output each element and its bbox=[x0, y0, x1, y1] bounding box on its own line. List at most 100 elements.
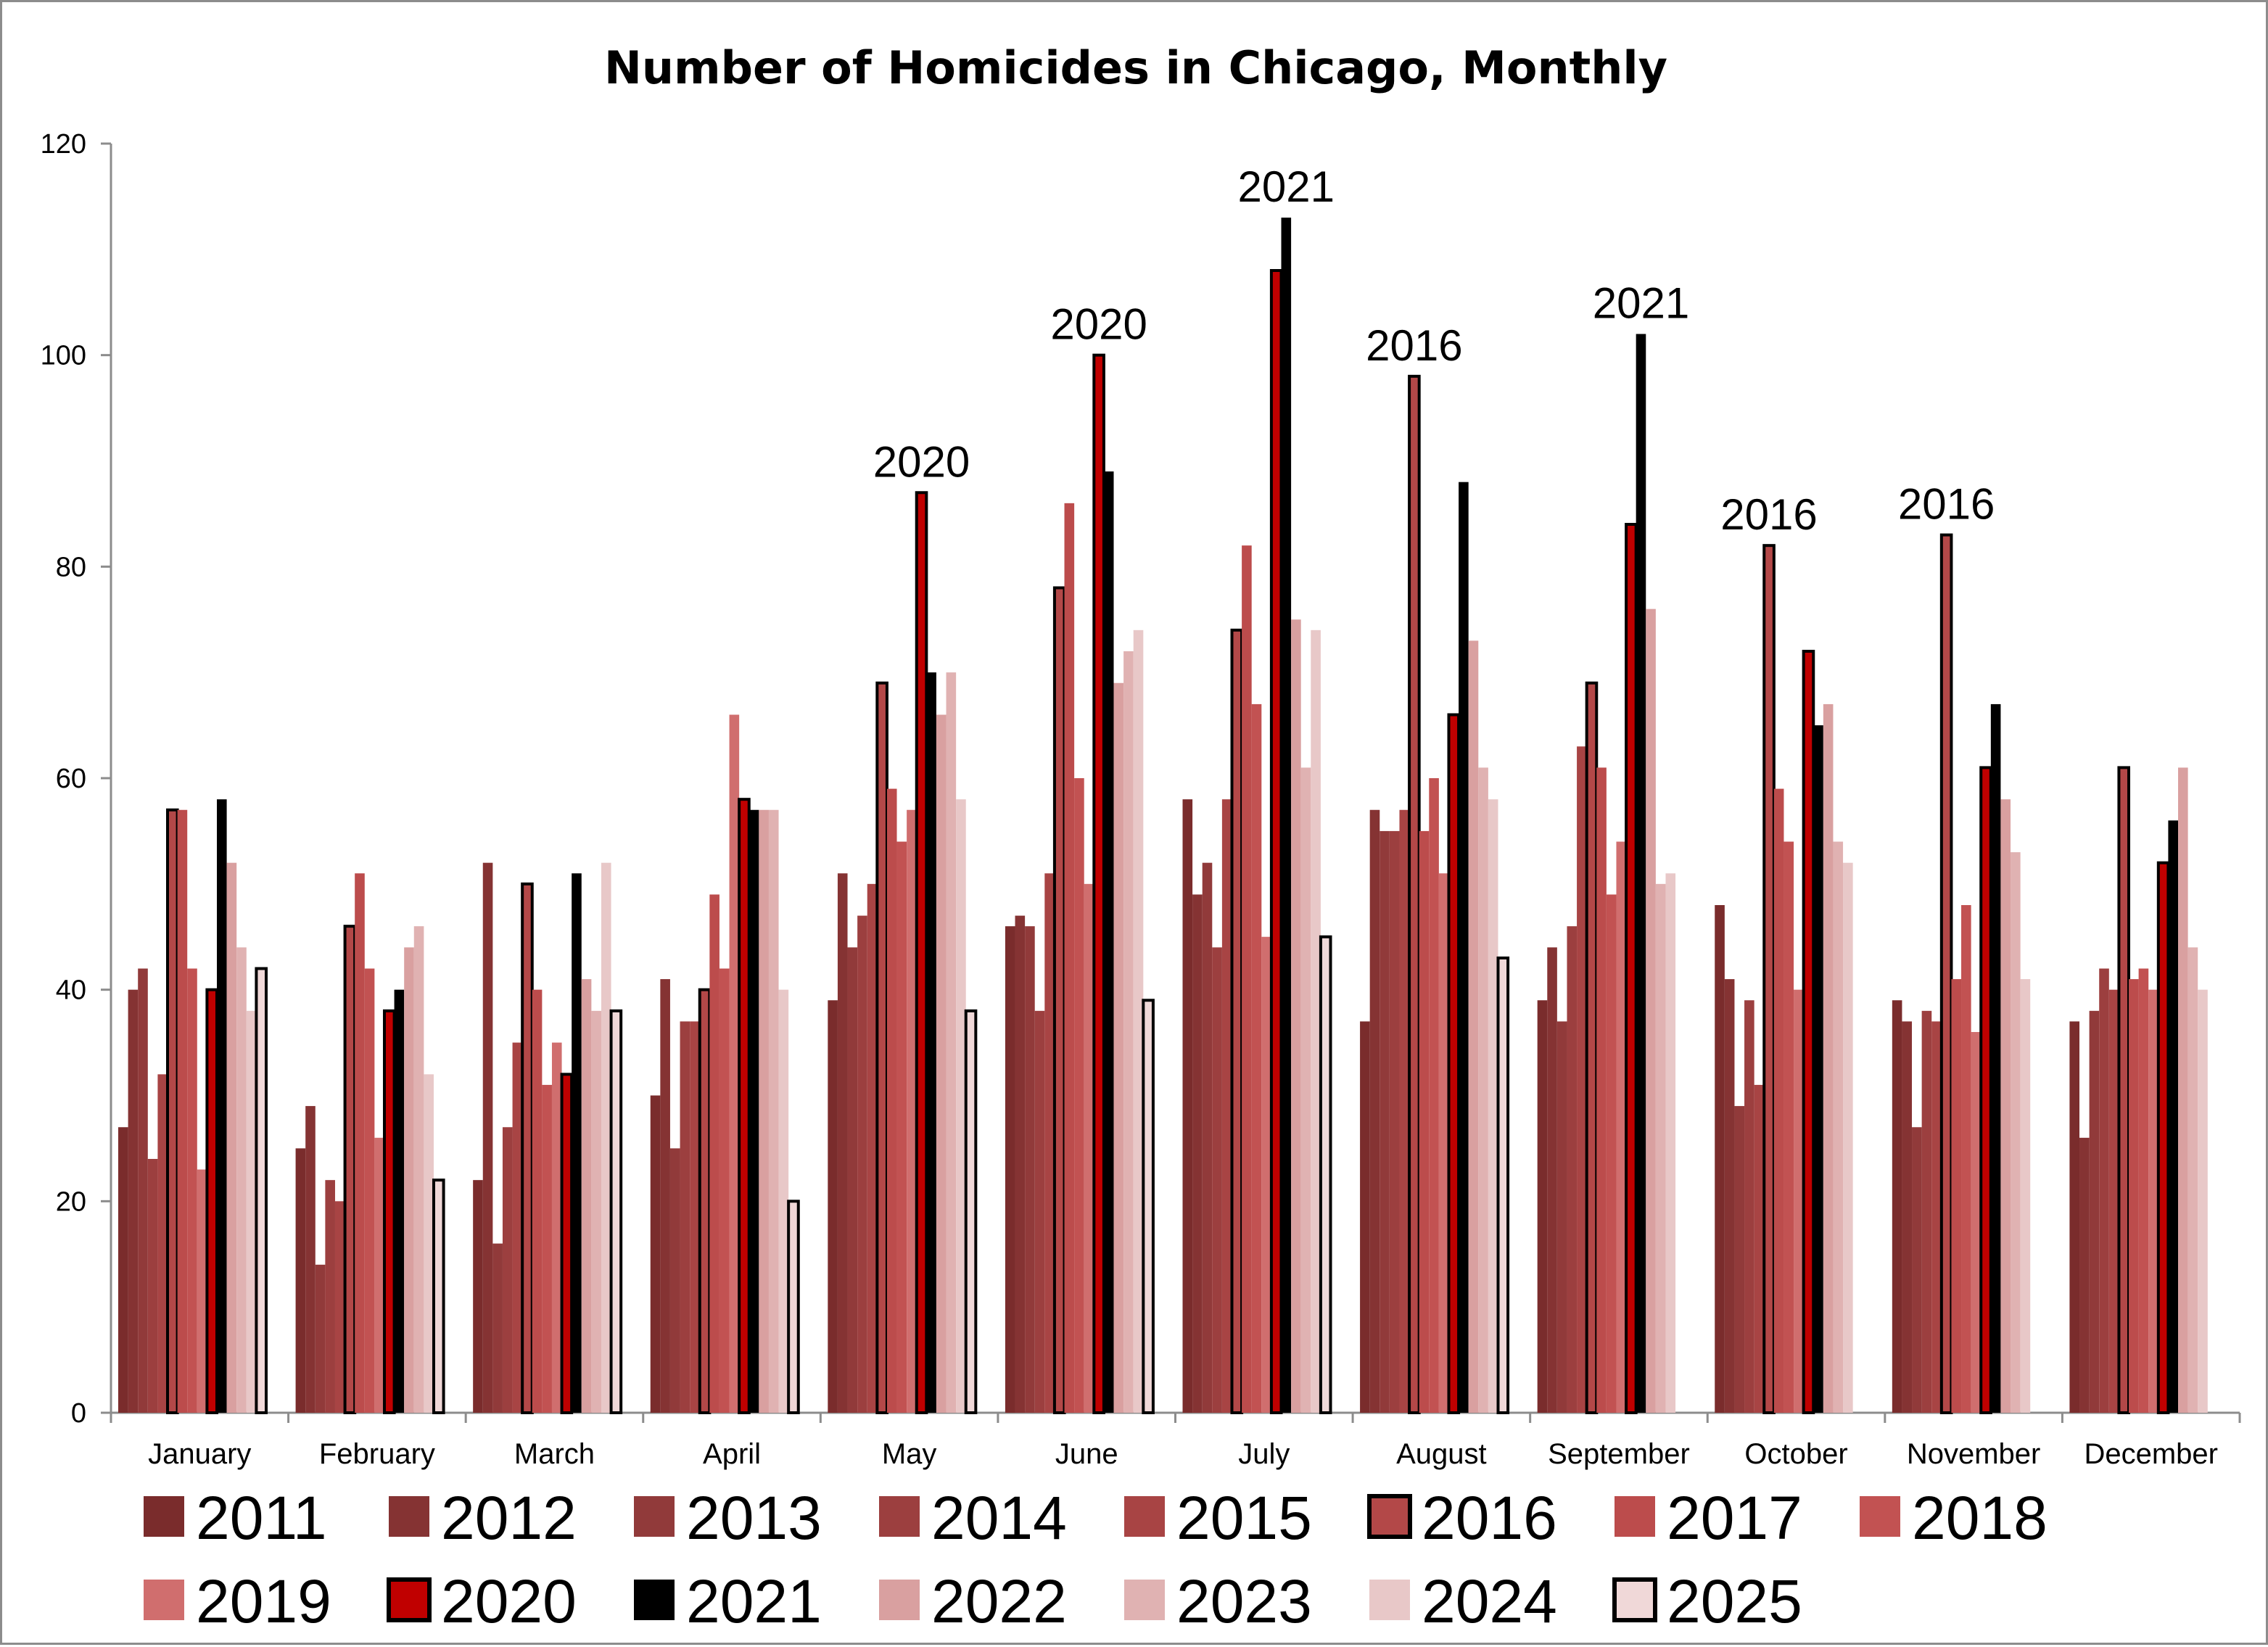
bar-february-2017 bbox=[355, 873, 365, 1413]
bar-november-2022 bbox=[2000, 799, 2011, 1413]
bar-june-2022 bbox=[1113, 682, 1124, 1413]
bar-may-2017 bbox=[886, 788, 897, 1413]
x-axis: January February March April May June July Augu… bbox=[110, 1411, 2241, 1470]
bar-april-2013 bbox=[669, 1148, 680, 1413]
bar-august-2017 bbox=[1419, 830, 1430, 1413]
bar-june-2013 bbox=[1025, 926, 1035, 1413]
bar-march-2025 bbox=[609, 1009, 623, 1415]
legend-label-2021: 2021 bbox=[686, 1567, 822, 1635]
bar-june-2024 bbox=[1133, 630, 1144, 1413]
legend-label-2025: 2025 bbox=[1667, 1567, 1802, 1635]
bar-march-2016 bbox=[521, 882, 534, 1415]
x-tick-label: October bbox=[1744, 1438, 1847, 1470]
bar-september-2021 bbox=[1636, 334, 1646, 1413]
bar-june-2016 bbox=[1052, 586, 1066, 1414]
bar-december-2015 bbox=[2108, 989, 2119, 1413]
legend-label-2015: 2015 bbox=[1176, 1484, 1312, 1552]
bar-october-2015 bbox=[1754, 1084, 1765, 1413]
bar-december-2012 bbox=[2079, 1137, 2090, 1413]
bar-june-2015 bbox=[1044, 873, 1055, 1413]
bar-may-2021 bbox=[926, 672, 936, 1413]
bar-august-2015 bbox=[1399, 809, 1410, 1413]
legend-swatch-2016 bbox=[1367, 1494, 1412, 1539]
bar-may-2020 bbox=[915, 491, 928, 1414]
bar-october-2021 bbox=[1813, 725, 1823, 1413]
bar-february-2023 bbox=[413, 926, 424, 1413]
bar-september-2014 bbox=[1567, 926, 1578, 1413]
x-tick-label: September bbox=[1548, 1438, 1690, 1470]
bar-september-2024 bbox=[1665, 873, 1676, 1413]
bar-january-2013 bbox=[138, 968, 148, 1413]
legend-swatch-2013 bbox=[634, 1496, 675, 1537]
bar-january-2019 bbox=[197, 1169, 207, 1413]
bar-september-2019 bbox=[1616, 841, 1627, 1413]
bar-august-2020 bbox=[1447, 713, 1461, 1414]
peak-label: 2016 bbox=[1366, 321, 1462, 370]
bar-january-2015 bbox=[157, 1074, 168, 1413]
bar-july-2020 bbox=[1269, 269, 1283, 1414]
legend-label-2019: 2019 bbox=[196, 1567, 331, 1635]
bar-january-2016 bbox=[166, 808, 179, 1414]
bar-february-2018 bbox=[364, 968, 375, 1413]
bar-april-2019 bbox=[729, 714, 740, 1413]
bar-may-2016 bbox=[875, 681, 888, 1414]
bar-may-2023 bbox=[946, 672, 957, 1413]
bar-february-2020 bbox=[382, 1009, 396, 1415]
bar-november-2012 bbox=[1902, 1021, 1913, 1413]
bar-october-2012 bbox=[1724, 979, 1735, 1413]
bar-may-2018 bbox=[896, 841, 907, 1413]
bar-november-2020 bbox=[1979, 766, 1992, 1414]
bar-july-2018 bbox=[1251, 703, 1262, 1413]
bar-march-2024 bbox=[601, 862, 611, 1413]
bar-february-2013 bbox=[315, 1264, 326, 1413]
bar-august-2013 bbox=[1380, 830, 1390, 1413]
bar-may-2022 bbox=[936, 714, 947, 1413]
legend-swatch-2012 bbox=[389, 1496, 429, 1537]
bar-october-2024 bbox=[1843, 862, 1853, 1413]
y-axis: 0 20 40 60 80 100 120 bbox=[41, 129, 112, 1429]
bar-february-2012 bbox=[305, 1106, 316, 1413]
bar-july-2023 bbox=[1300, 767, 1311, 1413]
bar-may-2012 bbox=[837, 873, 848, 1413]
bar-december-2023 bbox=[2187, 947, 2198, 1413]
bar-october-2011 bbox=[1715, 905, 1725, 1413]
bar-january-2012 bbox=[128, 989, 139, 1413]
bar-october-2022 bbox=[1823, 703, 1834, 1413]
legend-label-2023: 2023 bbox=[1176, 1567, 1312, 1635]
bar-november-2013 bbox=[1912, 1127, 1922, 1413]
bar-july-2014 bbox=[1212, 947, 1222, 1413]
bar-october-2018 bbox=[1784, 841, 1794, 1413]
legend-swatch-2020 bbox=[387, 1577, 432, 1622]
y-tick-label: 120 bbox=[41, 129, 86, 160]
bar-january-2023 bbox=[236, 947, 247, 1413]
bar-april-2018 bbox=[719, 968, 730, 1413]
bar-june-2019 bbox=[1084, 883, 1094, 1413]
legend-label-2012: 2012 bbox=[441, 1484, 577, 1552]
y-tick-label: 0 bbox=[71, 1398, 86, 1429]
bar-january-2014 bbox=[147, 1159, 158, 1413]
bar-december-2013 bbox=[2089, 1010, 2100, 1413]
legend-label-2017: 2017 bbox=[1667, 1484, 1802, 1552]
x-tick-label: November bbox=[1907, 1438, 2041, 1470]
peak-label: 2020 bbox=[873, 437, 970, 486]
bar-june-2025 bbox=[1142, 999, 1155, 1414]
bar-january-2022 bbox=[226, 862, 237, 1413]
y-tick-label: 20 bbox=[56, 1186, 86, 1217]
bar-june-2011 bbox=[1005, 926, 1015, 1413]
bar-april-2012 bbox=[660, 979, 670, 1413]
bar-october-2023 bbox=[1833, 841, 1844, 1413]
bar-february-2011 bbox=[295, 1148, 306, 1413]
bar-december-2011 bbox=[2069, 1021, 2080, 1413]
y-tick-label: 80 bbox=[56, 552, 86, 582]
chart-title: Number of Homicides in Chicago, Monthly bbox=[604, 41, 1667, 94]
bar-august-2019 bbox=[1438, 873, 1449, 1413]
peak-label: 2016 bbox=[1720, 490, 1817, 539]
bar-august-2012 bbox=[1369, 809, 1380, 1413]
legend-label-2013: 2013 bbox=[686, 1484, 822, 1552]
bar-april-2015 bbox=[690, 1021, 700, 1413]
bar-august-2018 bbox=[1429, 778, 1439, 1413]
bar-october-2016 bbox=[1762, 544, 1776, 1415]
y-tick-label: 60 bbox=[56, 764, 86, 794]
bar-april-2022 bbox=[759, 809, 769, 1413]
bar-april-2023 bbox=[768, 809, 779, 1413]
